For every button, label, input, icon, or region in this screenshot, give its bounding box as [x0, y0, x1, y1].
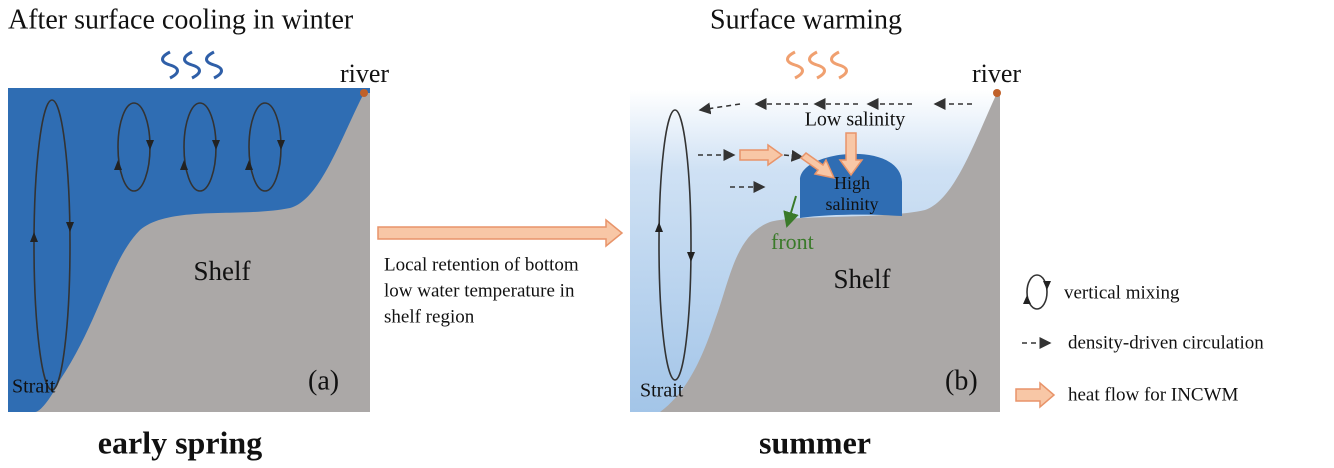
river-mouth	[360, 89, 368, 97]
heat-arrow	[739, 143, 784, 167]
panel-tag: (a)	[308, 365, 339, 396]
legend-label: density-driven circulation	[1068, 332, 1264, 353]
front-label: front	[771, 229, 814, 254]
river-label: river	[340, 59, 389, 88]
mixing-loop	[33, 99, 71, 391]
legend-loop-arrowheads	[1023, 281, 1051, 304]
legend-label: heat flow for INCWM	[1068, 384, 1239, 405]
heat-arrow	[799, 152, 836, 180]
shelf-land	[660, 93, 1000, 412]
strait-label: Strait	[12, 376, 56, 398]
panel-b: Surface warming river Low salinity High …	[630, 4, 1021, 460]
legend-heat-icon	[1015, 381, 1056, 409]
mixing-loop	[658, 109, 692, 381]
circulation-arrow	[698, 102, 741, 115]
legend-loop-icon	[1026, 274, 1048, 310]
warming-waves	[786, 50, 848, 80]
front-arrow	[783, 195, 799, 228]
transition-arrow	[377, 218, 624, 248]
circulation-arrow	[783, 149, 804, 162]
loop-arrowheads	[655, 222, 695, 262]
high-salinity-label: High	[834, 173, 870, 193]
panel-a: After surface cooling in winter river Sh…	[8, 4, 389, 460]
river-mouth	[993, 89, 1001, 97]
legend-label: vertical mixing	[1064, 282, 1180, 303]
shelf-label: Shelf	[194, 256, 251, 286]
shelf-label: Shelf	[834, 264, 891, 294]
legend: vertical mixing density-driven circulati…	[1015, 274, 1264, 409]
transition: Local retention of bottom low water temp…	[377, 218, 624, 327]
panel-tag: (b)	[945, 365, 978, 396]
panel-caption: summer	[759, 424, 871, 460]
transition-text: shelf region	[384, 306, 475, 327]
transition-text: low water temperature in	[384, 280, 575, 301]
panel-caption: early spring	[98, 424, 262, 460]
cooling-waves	[161, 50, 223, 80]
shelf-land	[35, 93, 370, 412]
strait-label: Strait	[640, 380, 684, 402]
high-salinity-label: salinity	[826, 194, 879, 214]
panel-title: After surface cooling in winter	[8, 4, 354, 35]
low-salinity-label: Low salinity	[805, 109, 906, 131]
river-label: river	[972, 59, 1021, 88]
transition-text: Local retention of bottom	[384, 254, 579, 275]
heat-arrow	[838, 132, 864, 177]
panel-title: Surface warming	[710, 4, 902, 35]
